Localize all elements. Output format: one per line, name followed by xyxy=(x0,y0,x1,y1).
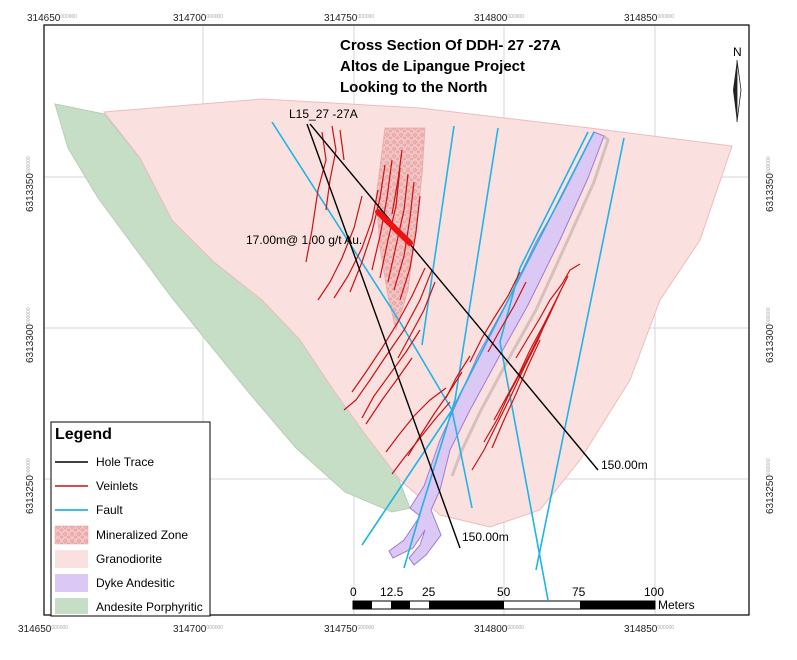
x-tick-label: 314650000000 xyxy=(18,624,68,635)
veinlet xyxy=(387,173,409,283)
legend-label: Mineralized Zone xyxy=(96,528,188,542)
x-tick-label: 314650000000 xyxy=(27,13,77,24)
legend-title: Legend xyxy=(55,426,112,443)
hole-trace-27a xyxy=(309,123,599,471)
veinlet xyxy=(339,129,345,161)
depth-label-b: 150.00m xyxy=(462,530,509,544)
veinlet xyxy=(325,125,337,211)
y-ticks-right: 6313350000000 6313300000000 631325000000… xyxy=(765,156,776,514)
hole-traces xyxy=(306,123,599,549)
fault-line xyxy=(399,321,453,411)
y-tick-label: 6313300000000 xyxy=(25,307,36,363)
scale-label: 75 xyxy=(572,585,586,599)
hole-trace-27 xyxy=(306,123,461,549)
x-tick-label: 314700000000 xyxy=(173,13,223,24)
legend-label: Fault xyxy=(96,503,123,517)
north-arrow: N xyxy=(733,45,742,123)
title-line-1: Cross Section Of DDH- 27 -27A xyxy=(340,37,561,54)
faults xyxy=(271,121,625,601)
title-line-3: Looking to the North xyxy=(340,79,487,96)
x-tick-label: 314750000000 xyxy=(324,624,374,635)
y-tick-label: 6313250000000 xyxy=(25,458,36,514)
x-tick-label: 314700000000 xyxy=(173,624,223,635)
x-tick-label: 314750000000 xyxy=(324,13,374,24)
veinlet xyxy=(351,267,426,393)
intercept-label: 17.00m@ 1.00 g/t Au. xyxy=(246,233,362,247)
x-tick-label: 314850000000 xyxy=(624,624,674,635)
scale-seg xyxy=(353,601,372,609)
fault-line xyxy=(417,399,456,521)
scale-label: 25 xyxy=(422,585,436,599)
fault-line xyxy=(403,519,419,569)
veinlet xyxy=(361,329,421,419)
fault-line xyxy=(535,137,625,571)
title-line-2: Altos de Lipangue Project xyxy=(340,58,525,75)
x-tick-label: 314800000000 xyxy=(474,13,524,24)
veinlet xyxy=(487,281,527,353)
scale-bar: 0 12.5 25 50 75 100 Meters xyxy=(350,585,695,612)
fault-line xyxy=(454,127,499,401)
veinlets xyxy=(305,125,581,475)
dyke-edge-shadow xyxy=(450,134,610,477)
x-ticks-bottom: 314650000000 314700000000 314750000000 3… xyxy=(18,624,674,635)
scale-label: 0 xyxy=(350,585,357,599)
legend-label: Granodiorite xyxy=(96,552,162,566)
legend-symbol-dyke xyxy=(55,574,88,592)
fault-line xyxy=(271,121,401,323)
veinlet xyxy=(399,195,421,301)
gold-intercept xyxy=(375,209,413,246)
scale-label: 50 xyxy=(497,585,511,599)
fault-line xyxy=(499,341,549,601)
legend-label: Veinlets xyxy=(96,479,138,493)
x-tick-label: 314850000000 xyxy=(624,13,674,24)
y-tick-label: 6313350000000 xyxy=(765,156,776,212)
north-label: N xyxy=(733,45,742,59)
y-tick-label: 6313350000000 xyxy=(25,156,36,212)
veinlet xyxy=(365,357,413,425)
y-ticks-left: 6313350000000 6313300000000 631325000000… xyxy=(25,156,36,514)
fault-line xyxy=(451,131,595,411)
scale-label: 100 xyxy=(644,585,664,599)
veinlet xyxy=(515,263,581,359)
scale-seg xyxy=(580,601,655,609)
legend-symbol-andesite xyxy=(55,598,88,614)
y-tick-label: 6313300000000 xyxy=(765,307,776,363)
veinlet xyxy=(407,371,463,457)
fault-line xyxy=(421,125,455,346)
veinlet xyxy=(305,131,327,263)
fault-line xyxy=(451,409,473,509)
veinlet xyxy=(445,355,471,399)
x-ticks-top: 314650000000 314700000000 314750000000 3… xyxy=(27,13,674,24)
veinlet xyxy=(469,271,521,363)
veinlet xyxy=(317,195,363,301)
north-arrow-half xyxy=(736,59,742,123)
hole-label: L15_27 -27A xyxy=(289,107,358,121)
veinlet xyxy=(349,164,386,293)
legend-symbol-granodiorite xyxy=(55,550,88,568)
y-tick-label: 6313250000000 xyxy=(765,458,776,514)
veinlet xyxy=(491,339,541,449)
scale-seg xyxy=(391,601,410,609)
fault-line xyxy=(519,131,589,269)
veinlet xyxy=(343,269,433,411)
scale-seg xyxy=(429,601,504,609)
veinlet xyxy=(471,311,551,471)
legend-label: Andesite Porphyritic xyxy=(96,600,203,614)
veinlet xyxy=(385,387,447,453)
legend-label: Hole Trace xyxy=(96,455,154,469)
veinlet xyxy=(391,149,403,215)
legend-symbol-mineralized xyxy=(54,525,89,545)
scale-unit: Meters xyxy=(658,598,695,612)
veinlet xyxy=(397,281,436,359)
legend-label: Dyke Andesitic xyxy=(96,576,175,590)
fault-line xyxy=(499,267,521,343)
depth-label-a: 150.00m xyxy=(601,458,648,472)
legend: Legend Hole Trace Veinlets Fault Mineral… xyxy=(50,421,211,617)
veinlet xyxy=(333,189,379,299)
x-tick-label: 314800000000 xyxy=(474,624,524,635)
fault-line xyxy=(361,409,453,546)
scale-label: 12.5 xyxy=(380,585,404,599)
